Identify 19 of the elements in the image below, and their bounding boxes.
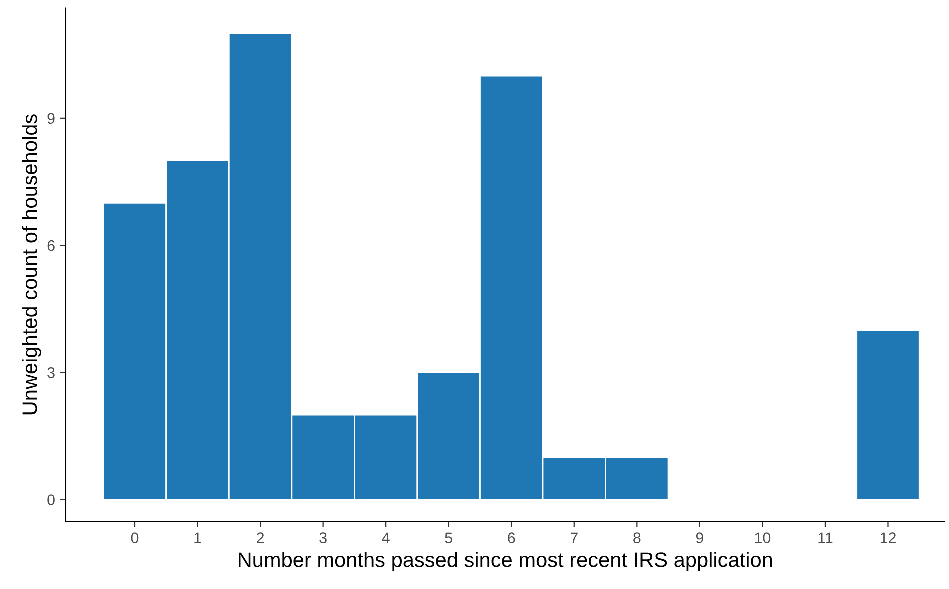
x-tick-label: 3 xyxy=(320,532,327,544)
y-tick-label: 9 xyxy=(48,113,55,124)
x-tick-label: 5 xyxy=(445,532,452,544)
x-tick-label: 12 xyxy=(880,532,896,544)
x-tick-label: 11 xyxy=(818,532,833,544)
x-tick-label: 0 xyxy=(131,532,139,544)
y-tick-label: 6 xyxy=(48,240,55,252)
x-axis-title: Number months passed since most recent IRS application xyxy=(239,552,772,572)
x-tick-label: 7 xyxy=(570,532,578,544)
x-tick-label: 10 xyxy=(755,532,771,544)
y-axis-title: Unweighted count of households xyxy=(22,114,42,415)
y-tick-label: 0 xyxy=(48,494,55,506)
x-tick-label: 8 xyxy=(634,532,641,544)
x-tick-label: 9 xyxy=(696,532,704,544)
x-tick-label: 6 xyxy=(508,532,516,544)
y-tick-label: 3 xyxy=(48,368,55,378)
x-tick-label: 2 xyxy=(257,532,264,544)
x-tick-label: 1 xyxy=(194,532,202,544)
x-tick-label: 4 xyxy=(382,532,390,544)
